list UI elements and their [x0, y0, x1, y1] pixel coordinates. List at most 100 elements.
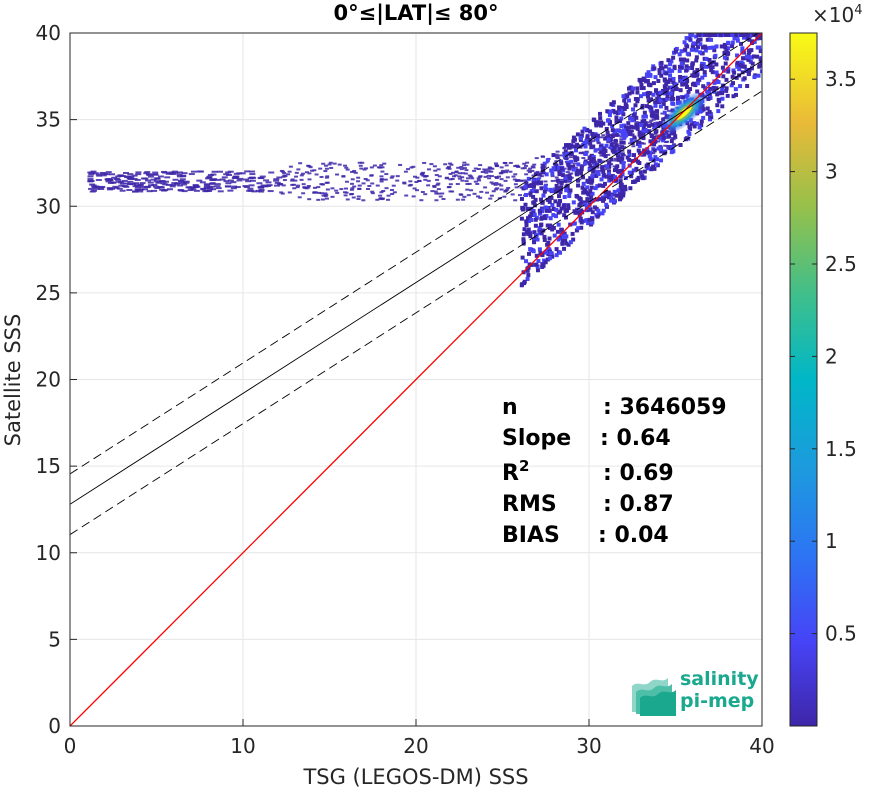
density-cell: [279, 169, 284, 172]
density-cell: [306, 184, 311, 187]
density-cell: [540, 252, 545, 257]
density-cell: [532, 230, 537, 235]
density-cell: [624, 93, 629, 98]
density-cell: [599, 177, 604, 182]
density-cell: [613, 110, 618, 115]
density-cell: [724, 77, 729, 82]
density-cell: [172, 178, 179, 181]
density-cell: [486, 174, 491, 177]
density-cell: [668, 73, 673, 78]
density-cell: [635, 97, 640, 102]
density-cell: [694, 55, 699, 60]
density-cell: [740, 64, 745, 69]
density-cell: [372, 164, 377, 167]
density-cell: [641, 142, 646, 145]
density-cell: [637, 161, 642, 166]
density-cell: [462, 161, 467, 164]
density-cell: [722, 55, 727, 60]
density-cell: [332, 162, 337, 165]
density-cell: [370, 190, 375, 193]
density-cell: [551, 166, 556, 171]
density-cell: [539, 231, 544, 236]
density-cell: [258, 190, 265, 193]
density-cell: [700, 45, 705, 50]
density-cell: [350, 182, 355, 185]
density-cell: [643, 128, 648, 133]
density-cell: [597, 183, 602, 188]
density-cell: [503, 190, 508, 193]
density-cell: [539, 186, 544, 191]
colorbar-tick-label: 1.5: [825, 437, 857, 461]
density-cell: [666, 79, 671, 84]
density-cell: [575, 194, 580, 199]
density-cell: [540, 264, 545, 269]
density-cell: [432, 165, 437, 168]
density-cell: [402, 181, 407, 184]
density-cell: [623, 184, 628, 189]
density-cell: [323, 164, 328, 167]
density-cell: [118, 184, 125, 187]
density-cell: [740, 49, 745, 54]
density-cell: [670, 145, 675, 150]
density-cell: [694, 58, 699, 63]
density-cell: [457, 177, 462, 180]
density-cell: [642, 119, 647, 124]
density-cell: [528, 195, 533, 198]
density-cell: [287, 191, 292, 194]
density-cell: [614, 115, 619, 120]
density-cell: [695, 81, 700, 86]
density-cell: [630, 133, 635, 136]
density-cell: [420, 172, 425, 175]
density-cell: [503, 171, 508, 174]
density-cell: [740, 46, 745, 51]
density-cell: [572, 155, 577, 160]
density-cell: [660, 66, 665, 71]
density-cell: [609, 145, 614, 150]
density-cell: [595, 166, 600, 169]
density-cell: [550, 254, 555, 259]
density-cell: [206, 186, 213, 189]
density-cell: [384, 187, 389, 190]
density-cell: [258, 186, 265, 189]
density-cell: [281, 184, 286, 187]
density-cell: [608, 109, 613, 114]
density-cell: [640, 78, 645, 83]
density-cell: [318, 167, 323, 170]
density-cell: [541, 164, 546, 169]
density-cell: [564, 156, 569, 161]
density-cell: [327, 163, 332, 166]
density-cell: [730, 74, 735, 79]
density-cell: [550, 175, 555, 178]
density-cell: [714, 62, 719, 67]
density-cell: [565, 160, 570, 165]
density-cell: [716, 109, 721, 114]
density-cell: [562, 213, 567, 218]
density-cell: [210, 188, 217, 191]
density-cell: [590, 217, 595, 222]
density-cell: [618, 194, 623, 199]
density-cell: [633, 103, 638, 108]
density-cell: [747, 37, 752, 42]
density-cell: [164, 176, 171, 179]
density-cell: [648, 73, 653, 78]
density-cell: [524, 259, 529, 264]
density-cell: [259, 175, 266, 178]
density-cell: [707, 109, 712, 114]
density-cell: [607, 195, 612, 200]
density-cell: [602, 173, 607, 178]
density-cell: [143, 172, 150, 175]
density-cell: [641, 125, 646, 130]
density-cell: [687, 131, 692, 136]
density-cell: [302, 186, 307, 189]
density-cell: [635, 177, 640, 182]
density-cell: [526, 265, 531, 270]
density-cell: [550, 227, 555, 232]
density-cell: [730, 33, 735, 37]
density-cell: [641, 92, 646, 97]
density-cell: [518, 194, 523, 197]
density-cell: [622, 106, 627, 111]
density-cell: [535, 268, 540, 273]
density-cell: [350, 178, 355, 181]
density-cell: [562, 246, 567, 251]
density-cell: [658, 104, 663, 109]
